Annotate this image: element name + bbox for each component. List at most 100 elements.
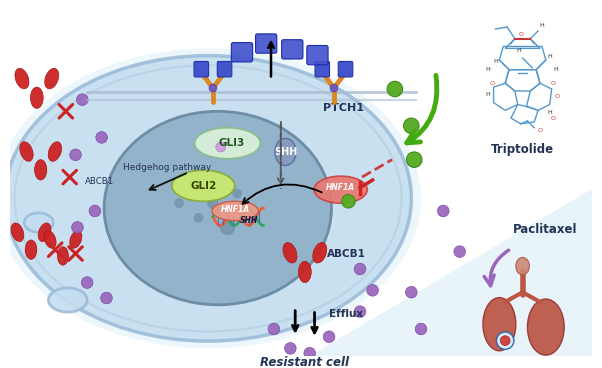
Ellipse shape xyxy=(313,243,327,263)
Circle shape xyxy=(96,132,108,143)
Circle shape xyxy=(354,306,366,318)
FancyBboxPatch shape xyxy=(194,61,208,77)
FancyArrowPatch shape xyxy=(407,75,437,143)
FancyBboxPatch shape xyxy=(338,61,353,77)
Ellipse shape xyxy=(314,176,367,203)
Ellipse shape xyxy=(11,223,24,241)
Text: H: H xyxy=(539,23,544,28)
Circle shape xyxy=(72,222,83,233)
Text: PTCH1: PTCH1 xyxy=(323,103,364,113)
Text: O: O xyxy=(555,94,560,99)
Text: H: H xyxy=(547,110,552,115)
Circle shape xyxy=(194,213,203,223)
Ellipse shape xyxy=(48,288,87,312)
Circle shape xyxy=(367,284,379,296)
Ellipse shape xyxy=(20,142,33,161)
Circle shape xyxy=(500,336,510,346)
Ellipse shape xyxy=(5,56,411,341)
Ellipse shape xyxy=(15,68,29,89)
Circle shape xyxy=(354,263,366,275)
Text: Hedgehog pathway: Hedgehog pathway xyxy=(123,163,211,172)
Text: H: H xyxy=(493,60,498,64)
Text: SHH: SHH xyxy=(274,147,297,157)
FancyBboxPatch shape xyxy=(217,61,232,77)
Text: H: H xyxy=(485,67,490,72)
Text: O: O xyxy=(538,128,542,133)
Circle shape xyxy=(174,198,184,208)
Text: O: O xyxy=(551,116,556,121)
Text: H: H xyxy=(547,54,552,59)
Text: H: H xyxy=(485,92,490,97)
Circle shape xyxy=(342,195,355,208)
Ellipse shape xyxy=(172,170,235,201)
Ellipse shape xyxy=(194,128,260,159)
Ellipse shape xyxy=(483,298,516,351)
Text: H: H xyxy=(553,67,558,72)
Circle shape xyxy=(89,205,101,217)
Circle shape xyxy=(209,84,217,92)
Ellipse shape xyxy=(34,160,47,180)
Text: SHH: SHH xyxy=(240,216,258,225)
Ellipse shape xyxy=(283,243,297,263)
Ellipse shape xyxy=(57,247,69,265)
Circle shape xyxy=(497,332,514,349)
FancyBboxPatch shape xyxy=(307,46,328,65)
Ellipse shape xyxy=(0,48,421,348)
Circle shape xyxy=(406,152,422,167)
Text: Paclitaxel: Paclitaxel xyxy=(513,223,577,236)
Ellipse shape xyxy=(31,87,43,109)
Text: Triptolide: Triptolide xyxy=(491,144,554,156)
Circle shape xyxy=(415,323,427,335)
Text: GLI3: GLI3 xyxy=(218,138,244,148)
Circle shape xyxy=(323,331,335,343)
Circle shape xyxy=(81,277,93,289)
Ellipse shape xyxy=(24,213,53,232)
FancyBboxPatch shape xyxy=(255,34,277,53)
Ellipse shape xyxy=(299,261,311,283)
Circle shape xyxy=(101,292,113,304)
Text: ABCB1: ABCB1 xyxy=(327,248,366,259)
Circle shape xyxy=(187,177,200,191)
Polygon shape xyxy=(309,189,592,356)
Ellipse shape xyxy=(70,231,82,248)
FancyBboxPatch shape xyxy=(231,43,253,62)
Text: Efflux: Efflux xyxy=(329,309,363,319)
Circle shape xyxy=(403,118,419,134)
Ellipse shape xyxy=(25,240,37,259)
Circle shape xyxy=(454,246,465,257)
Ellipse shape xyxy=(38,223,51,241)
Ellipse shape xyxy=(275,138,296,166)
FancyArrowPatch shape xyxy=(484,250,509,286)
Circle shape xyxy=(220,220,235,235)
Circle shape xyxy=(285,343,296,354)
Ellipse shape xyxy=(45,68,59,89)
Text: O: O xyxy=(489,81,494,86)
Circle shape xyxy=(406,286,417,298)
Circle shape xyxy=(232,189,242,198)
Text: Resistant cell: Resistant cell xyxy=(261,356,349,368)
Ellipse shape xyxy=(48,142,61,161)
Circle shape xyxy=(387,81,403,97)
Circle shape xyxy=(207,197,219,209)
Text: ABCB1: ABCB1 xyxy=(85,177,114,187)
FancyBboxPatch shape xyxy=(315,61,329,77)
Text: GLI2: GLI2 xyxy=(190,181,216,191)
Text: HNF1A: HNF1A xyxy=(221,205,250,215)
Circle shape xyxy=(268,323,280,335)
Text: HNF1A: HNF1A xyxy=(326,183,355,192)
Circle shape xyxy=(330,84,338,92)
Ellipse shape xyxy=(104,111,332,305)
Text: H: H xyxy=(517,48,521,53)
Ellipse shape xyxy=(527,299,564,355)
Circle shape xyxy=(216,142,226,152)
Text: O: O xyxy=(551,81,556,86)
Ellipse shape xyxy=(212,201,258,221)
Circle shape xyxy=(304,347,315,359)
Circle shape xyxy=(70,149,81,161)
FancyBboxPatch shape xyxy=(282,40,303,59)
Text: O: O xyxy=(518,32,523,37)
Circle shape xyxy=(438,205,449,217)
Circle shape xyxy=(76,94,88,106)
Ellipse shape xyxy=(516,257,529,275)
Ellipse shape xyxy=(44,231,56,248)
